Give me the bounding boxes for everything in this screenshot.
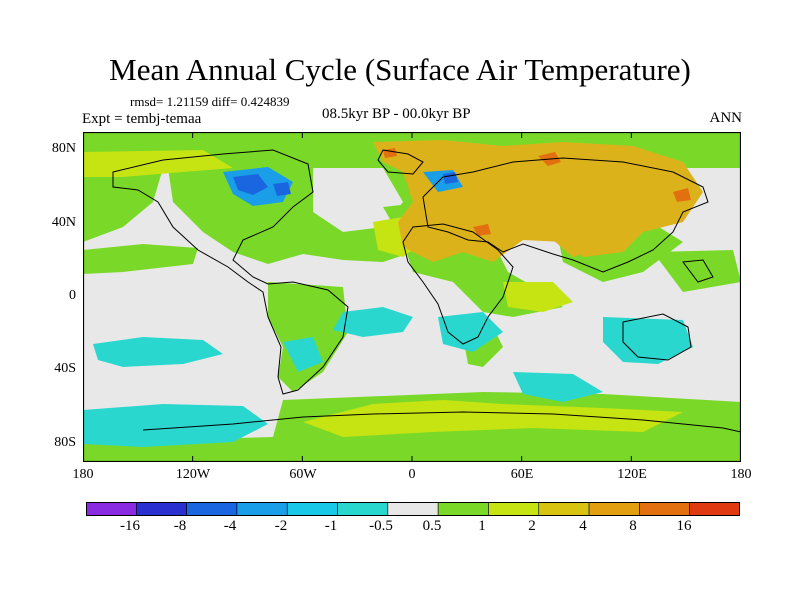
- colorbar-swatch: [639, 502, 690, 516]
- lon-label-60e: 60E: [510, 467, 534, 482]
- stats-readout: rmsd= 1.21159 diff= 0.424839: [130, 94, 290, 109]
- lon-label-0: 0: [408, 467, 416, 482]
- colorbar-label: -1: [324, 518, 338, 534]
- lon-label-120w: 120W: [175, 467, 211, 482]
- colorbar: [86, 502, 740, 516]
- colorbar-swatch: [538, 502, 590, 516]
- lon-label-180e: 180: [730, 467, 752, 482]
- colorbar-label: 8: [629, 518, 637, 534]
- map-title: Mean Annual Cycle (Surface Air Temperatu…: [109, 52, 691, 87]
- colorbar-label: 0.5: [422, 518, 442, 534]
- colorbar-swatch: [236, 502, 288, 516]
- period-label: 08.5kyr BP - 00.0kyr BP: [322, 106, 471, 122]
- experiment-label: Expt = tembj-temaa: [82, 111, 202, 127]
- colorbar-label: -4: [223, 518, 237, 534]
- coastlines: [112, 149, 741, 433]
- colorbar-label: 1: [478, 518, 486, 534]
- colorbar-swatch: [387, 502, 439, 516]
- colorbar-swatch: [286, 502, 338, 516]
- colorbar-swatch: [186, 502, 238, 516]
- colorbar-label: -2: [274, 518, 288, 534]
- lat-label-0: 0: [69, 288, 76, 303]
- colorbar-frame: [86, 502, 740, 516]
- colorbar-label: 2: [528, 518, 536, 534]
- lon-label-120e: 120E: [617, 467, 647, 482]
- lon-label-180w: 180: [72, 467, 94, 482]
- colorbar-swatch: [689, 502, 740, 516]
- lat-label-80n: 80N: [51, 141, 76, 156]
- cool-light-regions: [83, 307, 693, 447]
- colorbar-label: -16: [120, 518, 140, 534]
- colorbar-label: 16: [676, 518, 692, 534]
- lon-label-60w: 60W: [289, 467, 317, 482]
- colorbar-label: -0.5: [369, 518, 393, 534]
- warm-strong-regions: [373, 140, 703, 262]
- colorbar-swatch: [437, 502, 489, 516]
- colorbar-swatch: [588, 502, 640, 516]
- colorbar-label: -8: [173, 518, 187, 534]
- colorbar-label: 4: [579, 518, 587, 534]
- season-label: ANN: [709, 110, 743, 126]
- colorbar-swatch: [337, 502, 389, 516]
- colorbar-swatch: [136, 502, 187, 516]
- colorbar-swatch: [488, 502, 540, 516]
- colorbar-swatch: [86, 502, 137, 516]
- lat-label-40n: 40N: [51, 215, 76, 230]
- cool-strong-regions: [233, 172, 458, 196]
- temperature-anomaly-map: [83, 132, 741, 462]
- lat-label-40s: 40S: [54, 361, 76, 376]
- lat-label-80s: 80S: [54, 435, 76, 450]
